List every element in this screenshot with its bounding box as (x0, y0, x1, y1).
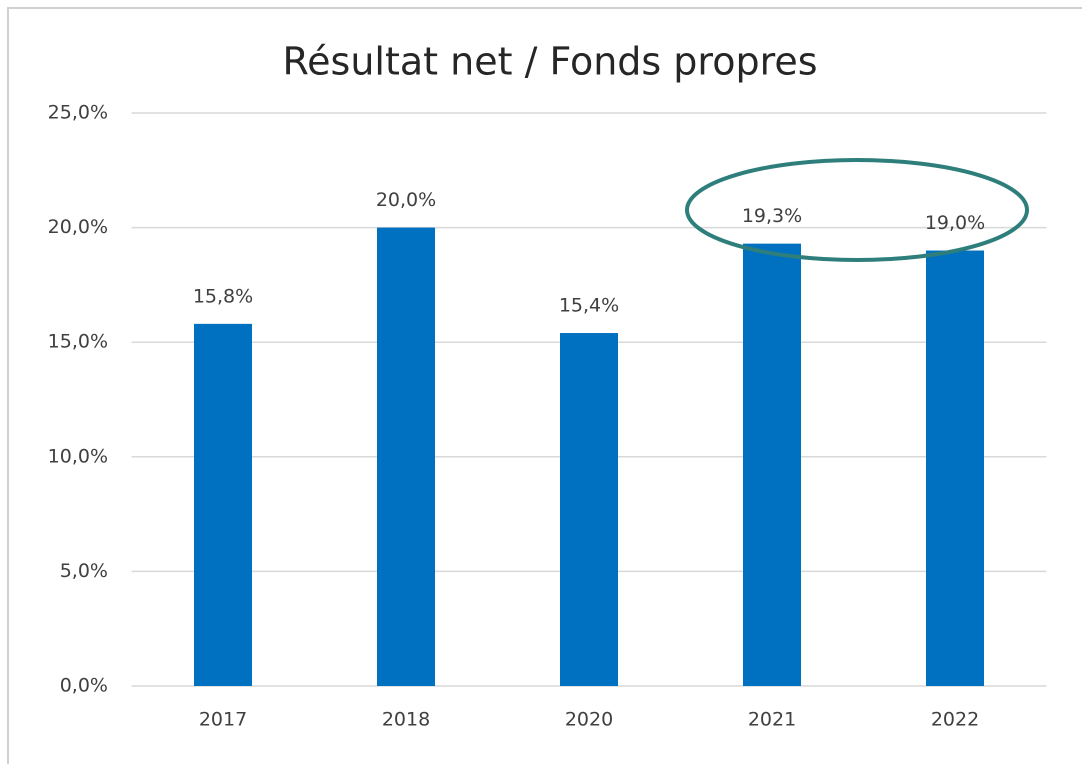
x-tick-label: 2020 (565, 709, 613, 731)
bar (743, 243, 801, 687)
data-label: 19,3% (742, 205, 802, 227)
highlight-ellipse (685, 158, 1029, 262)
x-tick-label: 2018 (382, 709, 430, 731)
y-tick-label: 20,0% (48, 216, 108, 238)
x-tick-label: 2017 (199, 709, 247, 731)
x-tick-label: 2022 (931, 709, 979, 731)
chart-frame (7, 7, 1082, 764)
y-tick-label: 15,0% (48, 331, 108, 353)
data-label: 19,0% (925, 212, 985, 234)
y-tick-label: 0,0% (60, 675, 108, 697)
data-label: 15,4% (559, 295, 619, 317)
bar (560, 333, 618, 686)
chart-title: Résultat net / Fonds propres (282, 40, 817, 84)
bar (377, 227, 435, 686)
y-tick-label: 10,0% (48, 445, 108, 467)
y-tick-label: 5,0% (60, 560, 108, 582)
y-tick-label: 25,0% (48, 102, 108, 124)
x-tick-label: 2021 (748, 709, 796, 731)
data-label: 20,0% (376, 189, 436, 211)
bar (926, 250, 984, 686)
bar (194, 323, 252, 686)
data-label: 15,8% (193, 285, 253, 307)
